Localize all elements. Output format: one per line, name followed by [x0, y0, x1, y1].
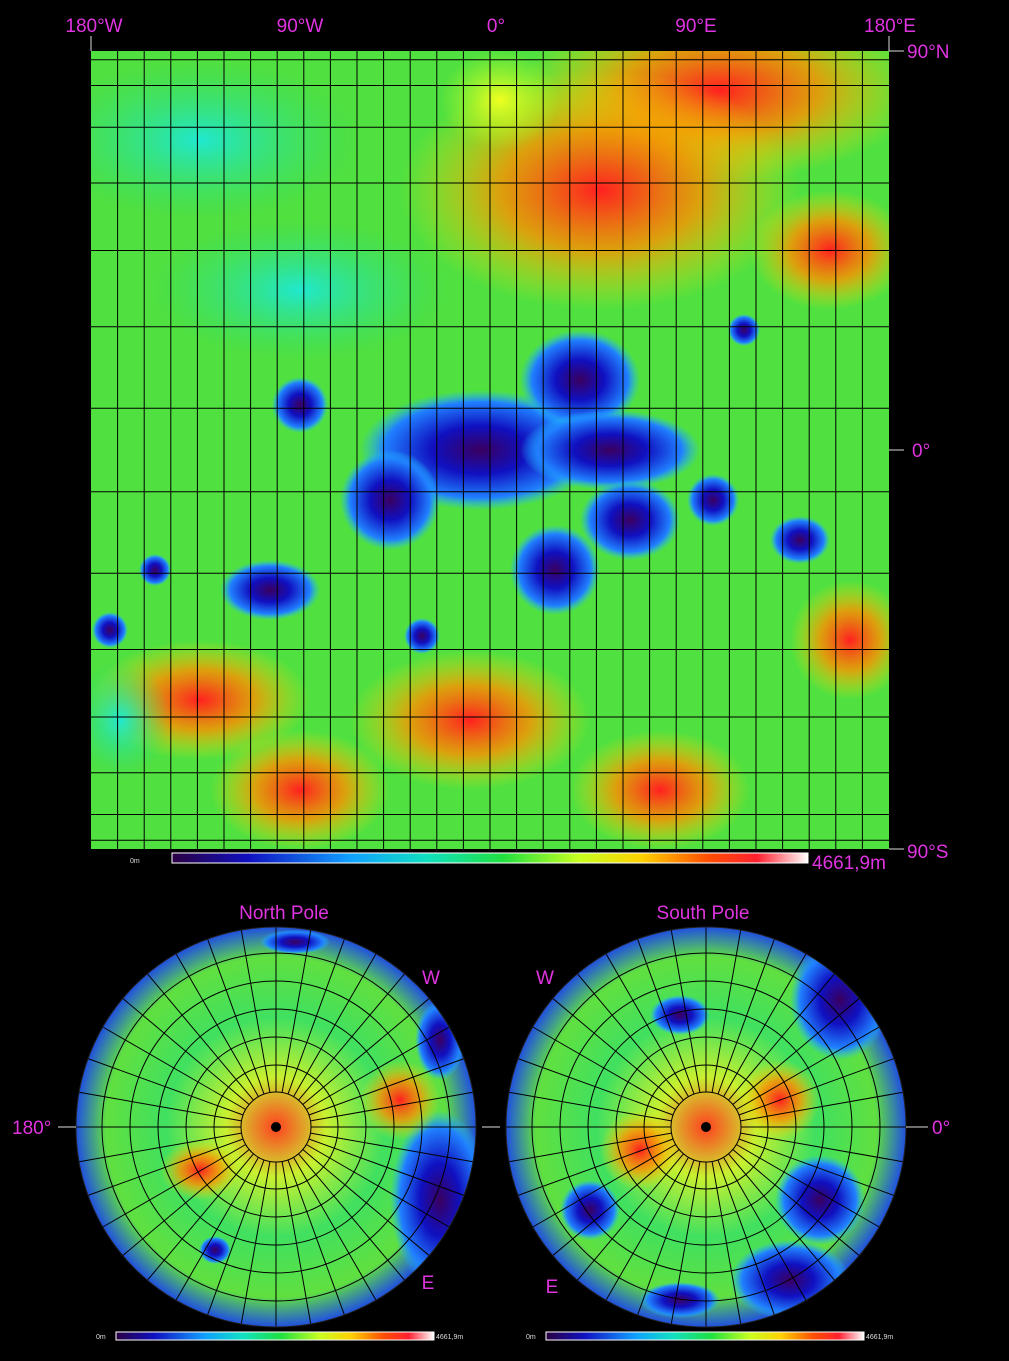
lat-label: 90°S — [907, 842, 948, 863]
grid-line — [552, 1149, 680, 1256]
grid-line — [605, 953, 689, 1097]
polar-graticule — [506, 927, 906, 1327]
grid-line — [240, 1161, 271, 1325]
south-polar-map — [506, 927, 906, 1327]
grid-line — [147, 973, 254, 1101]
grid-line — [122, 998, 250, 1105]
grid-line — [308, 1058, 465, 1116]
grid-line — [670, 1161, 701, 1325]
grid-line — [306, 1144, 450, 1228]
grid-line — [736, 1144, 880, 1228]
scale-min-label: 0m — [96, 1334, 106, 1341]
grid-line — [670, 929, 701, 1093]
scale-max-label: 4661,9m — [436, 1334, 463, 1341]
grid-line — [87, 1138, 244, 1196]
grid-line — [717, 938, 775, 1095]
west-label: W — [422, 968, 440, 989]
lat-label: 0° — [912, 441, 930, 462]
grid-line — [740, 1132, 904, 1163]
polar-title: South Pole — [657, 903, 750, 924]
grid-line — [102, 1026, 246, 1110]
lat-label: 90°N — [907, 42, 949, 63]
grid-line — [298, 1153, 405, 1281]
graticule — [91, 51, 889, 849]
meridian-label: 0° — [932, 1118, 950, 1139]
grid-line — [711, 1161, 742, 1325]
grid-line — [122, 1149, 250, 1256]
grid-line — [293, 953, 377, 1097]
grid-line — [302, 1149, 430, 1256]
grid-line — [78, 1132, 242, 1163]
grid-line — [717, 1159, 775, 1316]
grid-line — [207, 1159, 265, 1316]
grid-line — [552, 998, 680, 1105]
color-scale — [545, 1331, 865, 1341]
elevation-map — [91, 51, 889, 849]
grid-line — [605, 1157, 689, 1301]
grid-line — [637, 938, 695, 1095]
grid-line — [508, 1132, 672, 1163]
color-scale — [171, 852, 809, 864]
grid-line — [738, 1058, 895, 1116]
lon-label: 90°W — [277, 16, 324, 37]
grid-line — [732, 1149, 860, 1256]
scale-max-label: 4661,9m — [866, 1334, 893, 1341]
grid-line — [728, 1153, 835, 1281]
meridian-label: 180° — [12, 1118, 51, 1139]
grid-line — [298, 973, 405, 1101]
grid-line — [240, 929, 271, 1093]
color-scale — [115, 1331, 435, 1341]
grid-line — [517, 1138, 674, 1196]
scale-min-label: 0m — [526, 1334, 536, 1341]
grid-line — [736, 1026, 880, 1110]
lon-label: 90°E — [675, 16, 716, 37]
grid-line — [532, 1144, 676, 1228]
grid-line — [310, 1091, 474, 1122]
pole-dot — [701, 1122, 711, 1132]
grid-line — [637, 1159, 695, 1316]
grid-line — [310, 1132, 474, 1163]
grid-line — [147, 1153, 254, 1281]
polar-title: North Pole — [239, 903, 329, 924]
grid-line — [78, 1091, 242, 1122]
scale-min-label: 0m — [130, 858, 140, 865]
grid-line — [287, 1159, 345, 1316]
grid-line — [740, 1091, 904, 1122]
north-polar-map — [76, 927, 476, 1327]
grid-line — [723, 1157, 807, 1301]
west-label: W — [536, 968, 554, 989]
polar-graticule — [76, 927, 476, 1327]
grid-line — [577, 973, 684, 1101]
lon-label: 0° — [487, 16, 505, 37]
grid-line — [175, 953, 259, 1097]
grid-line — [728, 973, 835, 1101]
lon-label: 180°W — [65, 16, 122, 37]
grid-line — [508, 1091, 672, 1122]
grid-line — [517, 1058, 674, 1116]
grid-line — [532, 1026, 676, 1110]
grid-line — [87, 1058, 244, 1116]
grid-line — [281, 1161, 312, 1325]
grid-line — [711, 929, 742, 1093]
east-label: E — [546, 1277, 559, 1298]
east-label: E — [422, 1273, 435, 1294]
grid-line — [723, 953, 807, 1097]
grid-line — [207, 938, 265, 1095]
grid-line — [102, 1144, 246, 1228]
grid-line — [308, 1138, 465, 1196]
grid-line — [732, 998, 860, 1105]
grid-line — [738, 1138, 895, 1196]
grid-line — [302, 998, 430, 1105]
grid-line — [293, 1157, 377, 1301]
grid-line — [577, 1153, 684, 1281]
grid-line — [175, 1157, 259, 1301]
grid-line — [306, 1026, 450, 1110]
grid-line — [287, 938, 345, 1095]
lon-label: 180°E — [864, 16, 916, 37]
pole-dot — [271, 1122, 281, 1132]
scale-max-label: 4661,9m — [812, 853, 886, 874]
grid-line — [281, 929, 312, 1093]
